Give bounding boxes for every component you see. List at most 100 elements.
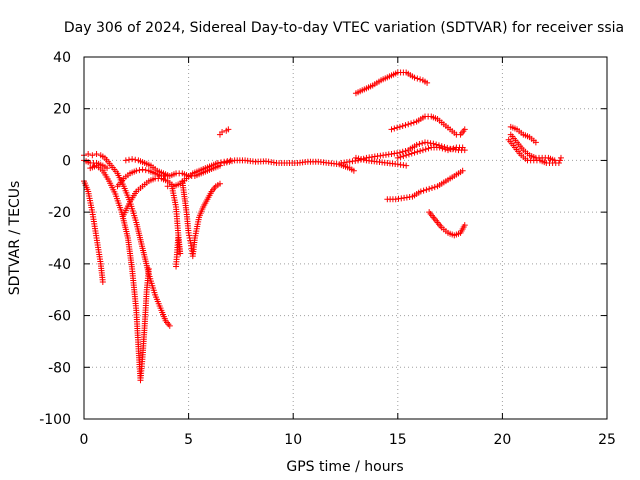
data-point [416,141,423,148]
data-point [433,141,440,148]
data-point [411,74,418,81]
series-arc13 [338,139,468,167]
series-arc2 [81,178,106,285]
data-point [447,146,454,153]
data-point [225,126,232,133]
data-point [425,145,432,152]
data-point [132,156,139,163]
data-point [133,167,140,174]
data-point [426,185,433,192]
series-arc21 [507,131,558,164]
series-arc14 [384,167,466,203]
data-point [450,145,457,152]
data-point [355,155,362,162]
data-point [459,144,466,151]
data-point [556,157,563,164]
data-point [129,156,136,163]
chart-title: Day 306 of 2024, Sidereal Day-to-day VTE… [64,20,624,36]
axis-ticks: 0 5 10 15 20 25 -100 -80 -60 -40 -20 0 20 40 [39,50,616,448]
series-arc19 [507,123,539,146]
data-point [166,322,173,329]
data-point [185,229,192,236]
data-point [145,266,152,273]
data-point [430,140,437,147]
data-point [391,125,398,132]
x-tick-label: 0 [80,432,89,448]
data-point [186,235,193,241]
data-point [142,167,149,174]
data-point [186,232,193,239]
series-arc11 [221,157,357,174]
data-point [99,278,106,285]
x-tick-label: 10 [284,432,302,448]
x-tick-label: 15 [389,432,407,448]
y-tick-label: 0 [62,153,71,169]
x-axis-label: GPS time / hours [286,459,403,475]
data-point [122,157,129,164]
data-point [403,152,410,159]
series-arc17 [394,144,466,161]
data-point [417,76,424,83]
data-point [104,165,111,172]
data-point [397,153,404,160]
y-tick-label: -80 [48,360,71,376]
data-point [405,151,412,158]
data-point [216,162,223,169]
data-point [422,146,429,153]
data-point [402,122,409,129]
data-point [423,186,430,193]
data-point [414,148,421,155]
data-point [93,150,100,157]
data-point [223,159,230,166]
data-point [442,146,449,153]
data-point [352,154,359,161]
data-point [532,139,539,146]
y-tick-label: -20 [48,205,71,221]
data-point [394,154,401,161]
data-point [419,147,426,154]
data-point [431,184,438,191]
series-arc4 [81,157,111,172]
data-point [408,150,415,157]
data-point [396,123,403,130]
data-point [403,162,410,169]
series-arc7 [122,156,223,179]
x-tick-label: 5 [184,432,193,448]
data-point [399,122,406,129]
data-point [461,222,468,229]
data-point [173,263,180,270]
data-point [551,157,558,164]
y-tick-label: 40 [53,50,71,66]
data-point [417,147,424,154]
data-point [445,147,452,154]
plot-frame [83,56,608,420]
data-point [417,188,424,195]
data-point [459,167,466,174]
data-point [229,158,236,165]
data-point [226,158,233,165]
x-tick-label: 25 [598,432,616,448]
data-point [360,156,367,163]
data-point [85,150,92,157]
data-point [350,167,357,174]
series-arc12 [352,69,431,97]
data-point [424,79,431,86]
data-point [557,154,564,161]
data-point [414,75,421,82]
data-point [402,147,409,154]
data-point [218,159,225,166]
data-point [136,167,143,174]
y-tick-label: -100 [39,412,71,428]
data-point [125,156,132,163]
y-tick-label: -60 [48,309,71,325]
series-arc16 [388,113,468,138]
data-point [388,126,395,133]
data-point [436,144,443,151]
data-point [419,140,426,147]
series-arc15 [426,209,468,239]
data-point [216,180,223,187]
data-point [394,124,401,131]
data-point [555,160,562,167]
grid-lines [84,57,607,419]
